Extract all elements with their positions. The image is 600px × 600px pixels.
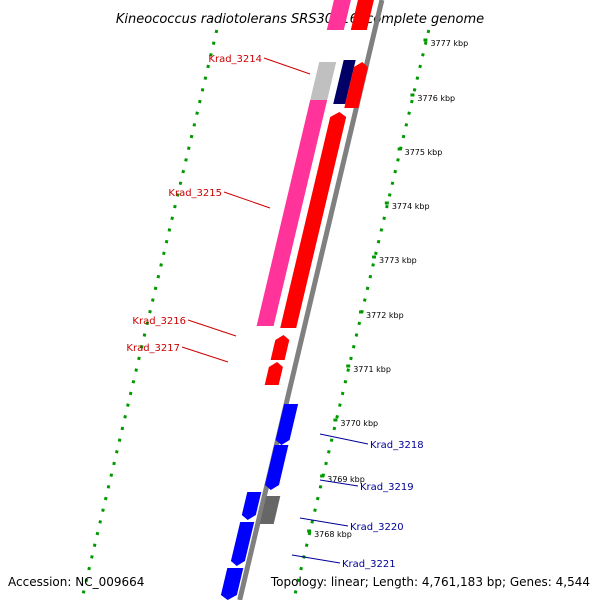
kbp-tick-label: 3771 kbp: [353, 365, 391, 374]
gene-label-krad-3215-leader: [223, 191, 271, 209]
gene-feature-krad-3215: [280, 112, 347, 328]
gene-label-krad-3217-leader: [181, 346, 229, 363]
rna-feature-top: [326, 0, 351, 30]
gene-label-krad-3220: Krad_3220: [350, 522, 404, 533]
gene-label-krad-3216-leader: [187, 319, 237, 337]
gene-label-krad-3219-leader: [319, 479, 359, 487]
gene-label-krad-3220-leader: [299, 517, 349, 527]
kbp-tick-label: 3770 kbp: [340, 419, 378, 428]
gene-feature-krad-3218: [275, 404, 299, 445]
accession-text: Accession: NC_009664: [8, 575, 144, 589]
kbp-tick-label: 3777 kbp: [430, 39, 468, 48]
gene-feature-krad-3214-navy: [333, 60, 356, 104]
kbp-tick-label: 3769 kbp: [327, 475, 365, 484]
gene-labels: Krad_3214 Krad_3215 Krad_3216 Krad_3217 Krad…: [126, 54, 423, 570]
gene-feature-bottom: [220, 568, 244, 600]
gene-feature-krad-3216: [270, 335, 290, 360]
gene-feature-krad-3219: [265, 445, 289, 490]
map-title: Kineococcus radiotolerans SRS30216, comp…: [116, 12, 484, 27]
gene-features: [220, 0, 374, 600]
kbp-tick-label: 3774 kbp: [392, 202, 430, 211]
gene-label-krad-3216: Krad_3216: [132, 316, 186, 327]
gene-label-krad-3219: Krad_3219: [360, 482, 414, 493]
kbp-tick-label: 3776 kbp: [417, 94, 455, 103]
kbp-tick-label: 3773 kbp: [379, 256, 417, 265]
kbp-ticks: 3777 kbp 3776 kbp 3775 kbp 3774 kbp 3773 kbp…: [307, 38, 468, 539]
rna-feature-krad-3215: [256, 100, 328, 326]
gene-label-krad-3215: Krad_3215: [168, 188, 222, 199]
gene-feature-top: [350, 0, 374, 30]
topology-text: Topology: linear; Length: 4,761,183 bp; …: [270, 575, 590, 589]
gene-feature-krad-3221: [230, 522, 255, 566]
gene-label-krad-3218-leader: [319, 433, 369, 445]
gene-label-krad-3217: Krad_3217: [126, 343, 180, 354]
gene-label-krad-3218: Krad_3218: [370, 440, 424, 451]
kbp-tick-label: 3768 kbp: [314, 530, 352, 539]
gene-label-krad-3214: Krad_3214: [208, 54, 262, 65]
pseudo-feature-krad-3220: [259, 496, 281, 524]
gene-label-krad-3214-leader: [263, 57, 311, 75]
gene-label-krad-3221-leader: [291, 554, 341, 564]
dotted-tracks: [80, 29, 431, 600]
gene-feature-krad-3220: [241, 492, 262, 520]
dotted-track-left: [80, 29, 219, 600]
kbp-tick-label: 3772 kbp: [366, 311, 404, 320]
gene-label-krad-3221: Krad_3221: [342, 559, 396, 570]
kbp-tick-label: 3775 kbp: [405, 148, 443, 157]
gene-feature-krad-3214: [344, 62, 368, 108]
feature-krad-3214-grey: [310, 62, 337, 100]
gene-feature-krad-3217: [264, 362, 283, 385]
dotted-track-right: [292, 29, 431, 600]
